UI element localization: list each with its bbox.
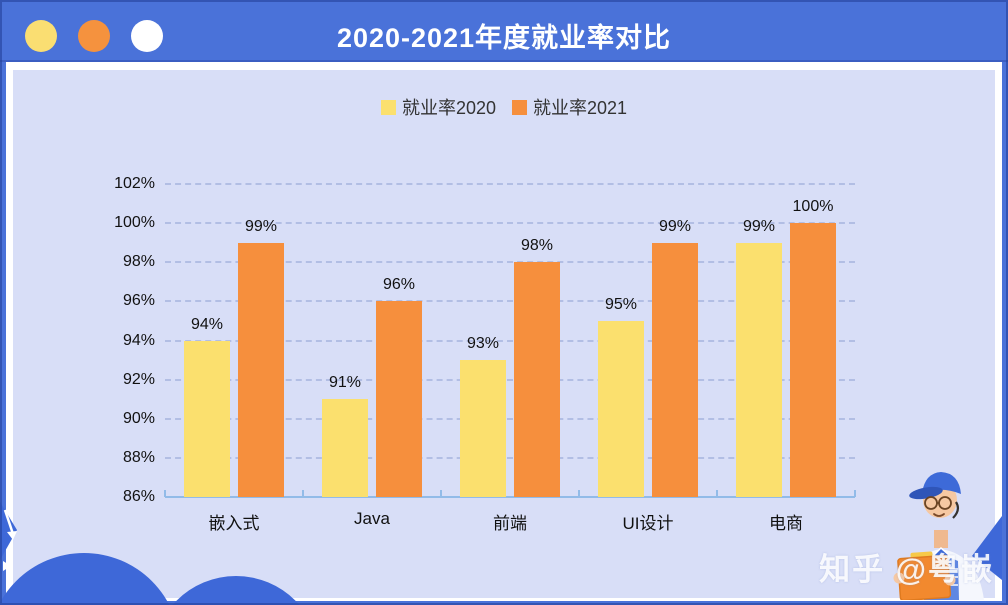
chart-panel	[13, 70, 995, 598]
legend-swatch-2021	[512, 99, 527, 115]
legend-item-2021: 就业率2021	[512, 94, 627, 120]
legend-swatch-2020	[380, 99, 396, 115]
watermark: 知乎 @粤嵌	[819, 552, 994, 587]
corner-arrow-icon	[0, 502, 17, 560]
mini-arrow-icon	[3, 561, 11, 571]
blue-wedge	[972, 516, 1002, 580]
mascot-smile	[933, 513, 945, 517]
mascot-strap	[952, 501, 960, 519]
legend-label-2021: 就业率2021	[533, 98, 628, 118]
legend-item-2020: 就业率2020	[380, 94, 496, 120]
window-titlebar: 2020-2021年度就业率对比	[0, 0, 1008, 62]
window-title: 2020-2021年度就业率对比	[336, 23, 672, 53]
mascot-neck	[934, 530, 948, 548]
window-button-yellow[interactable]	[25, 20, 57, 52]
chart-legend: 就业率2020 就业率2021	[0, 94, 1008, 120]
window-button-white[interactable]	[131, 20, 163, 52]
mascot-cap-brim	[909, 486, 943, 500]
mascot-hand	[944, 574, 956, 586]
window-button-orange[interactable]	[78, 20, 110, 52]
legend-label-2020: 就业率2020	[401, 98, 496, 118]
mascot-hand	[893, 572, 905, 584]
mascot-illustration	[893, 472, 1002, 600]
